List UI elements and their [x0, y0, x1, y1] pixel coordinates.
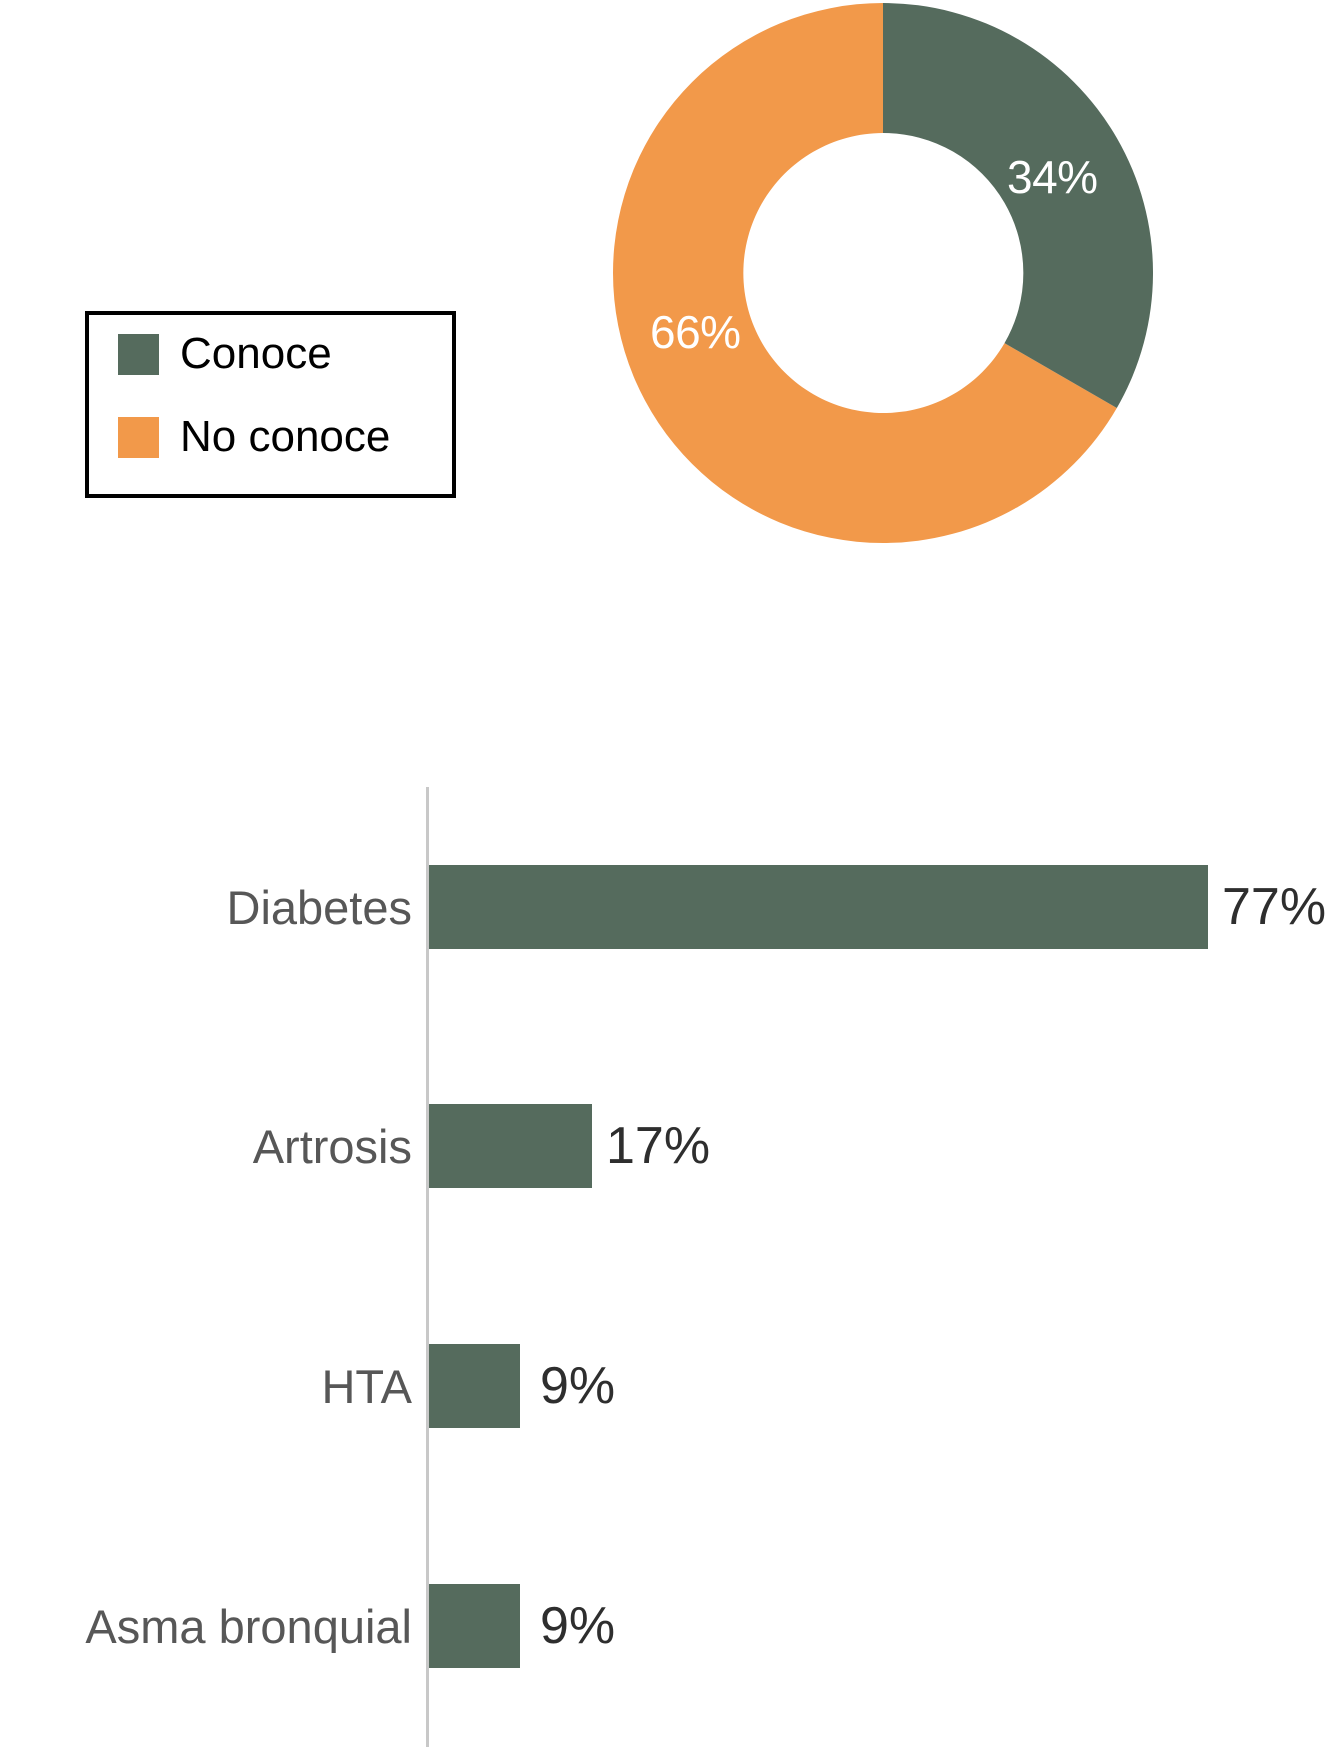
- donut-slice-no-conoce: [613, 3, 1117, 543]
- bar-value-label-artrosis: 17%: [606, 1117, 711, 1175]
- horizontal-bar-chart: Diabetes 77% Artrosis 17% HTA 9% Asma br…: [0, 780, 1333, 1747]
- bar-category-label-hta: HTA: [321, 1359, 412, 1413]
- bar-row: Diabetes 77%: [0, 865, 1333, 949]
- donut-chart: [613, 3, 1153, 543]
- legend-label-no-conoce: No conoce: [180, 412, 391, 461]
- legend-item-no-conoce[interactable]: No conoce: [118, 415, 390, 459]
- bar-rect-asma-bronquial[interactable]: [429, 1584, 520, 1668]
- bar-category-label-artrosis: Artrosis: [252, 1119, 412, 1173]
- bar-category-label-asma-bronquial: Asma bronquial: [85, 1599, 412, 1653]
- bar-row: Asma bronquial 9%: [0, 1584, 1333, 1668]
- donut-chart-svg: [613, 3, 1153, 543]
- donut-value-label-conoce: 34%: [1007, 151, 1098, 203]
- donut-slice-conoce: [883, 3, 1153, 408]
- bar-rect-diabetes[interactable]: [429, 865, 1208, 949]
- legend-label-conoce: Conoce: [180, 329, 332, 378]
- bar-row: HTA 9%: [0, 1344, 1333, 1428]
- legend-item-conoce[interactable]: Conoce: [118, 332, 332, 376]
- bar-rect-artrosis[interactable]: [429, 1104, 592, 1188]
- legend-swatch-icon-conoce: [118, 333, 159, 375]
- chart-legend: Conoce No conoce: [85, 311, 456, 498]
- bar-rect-hta[interactable]: [429, 1344, 520, 1428]
- bar-value-label-diabetes: 77%: [1222, 878, 1327, 936]
- bar-category-label-diabetes: Diabetes: [226, 880, 413, 934]
- bar-chart-axis-line: [426, 787, 429, 1747]
- bar-value-label-hta: 9%: [540, 1357, 616, 1415]
- legend-swatch-icon-no-conoce: [118, 416, 159, 458]
- donut-value-label-no-conoce: 66%: [650, 306, 741, 358]
- bar-row: Artrosis 17%: [0, 1104, 1333, 1188]
- bar-value-label-asma-bronquial: 9%: [540, 1597, 616, 1655]
